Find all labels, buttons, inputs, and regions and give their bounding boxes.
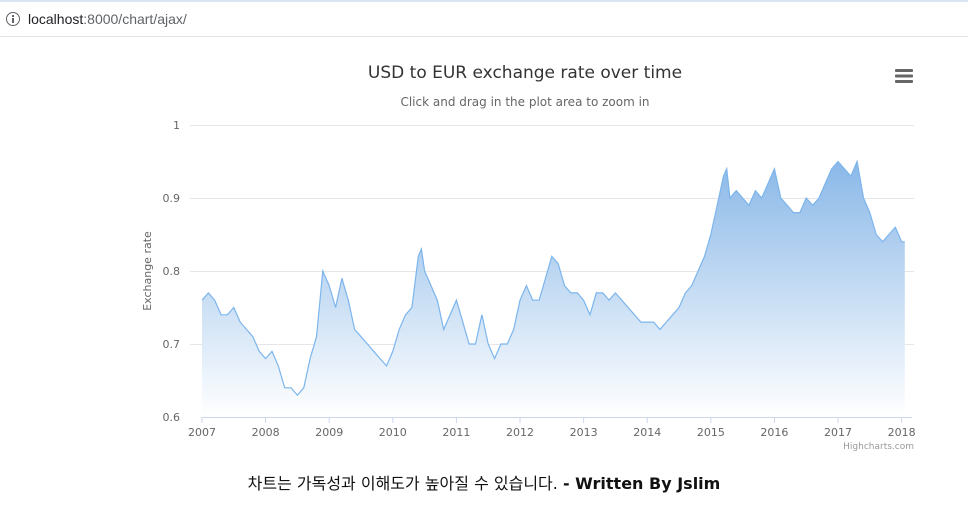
x-tick-label: 2012 <box>506 426 534 439</box>
caption-author: - Written By Jslim <box>562 474 721 493</box>
x-tick-label: 2010 <box>379 426 407 439</box>
x-tick-label: 2011 <box>442 426 470 439</box>
x-tick-label: 2008 <box>252 426 280 439</box>
x-axis-ticks: 2007 2008 2009 2010 2011 2012 2013 2014 2015 2016… <box>188 417 916 439</box>
y-tick-label: 0.8 <box>163 265 181 278</box>
series-area <box>202 161 905 417</box>
y-tick-label: 0.7 <box>163 338 181 351</box>
chart-title: USD to EUR exchange rate over time <box>368 63 682 83</box>
y-axis-label: Exchange rate <box>141 231 154 311</box>
exchange-rate-chart[interactable]: USD to EUR exchange rate over time Click… <box>0 37 968 465</box>
chart-caption: 차트는 가독성과 이해도가 높아질 수 있습니다. - Written By J… <box>0 470 968 494</box>
x-tick-label: 2018 <box>888 426 916 439</box>
caption-text: 차트는 가독성과 이해도가 높아질 수 있습니다. <box>247 474 563 493</box>
chart-subtitle: Click and drag in the plot area to zoom … <box>400 95 649 109</box>
x-tick-label: 2014 <box>633 426 661 439</box>
info-icon[interactable] <box>6 12 20 26</box>
credits-link[interactable]: Highcharts.com <box>843 442 914 452</box>
y-tick-label: 0.6 <box>163 411 181 424</box>
y-tick-label: 1 <box>173 119 180 132</box>
url-path: :8000/chart/ajax/ <box>83 11 187 27</box>
browser-top-line <box>0 0 968 2</box>
x-tick-label: 2015 <box>697 426 725 439</box>
url-text[interactable]: localhost:8000/chart/ajax/ <box>28 11 187 27</box>
url-host: localhost <box>28 11 84 27</box>
address-bar[interactable]: localhost:8000/chart/ajax/ <box>0 2 968 37</box>
x-tick-label: 2017 <box>824 426 852 439</box>
x-tick-label: 2007 <box>188 426 216 439</box>
y-tick-label: 0.9 <box>163 192 181 205</box>
x-tick-label: 2016 <box>760 426 788 439</box>
x-tick-label: 2013 <box>570 426 598 439</box>
y-axis-ticks: 0.6 0.7 0.8 0.9 1 <box>163 119 181 424</box>
hamburger-menu-icon[interactable] <box>895 69 913 83</box>
series-line[interactable] <box>201 159 905 397</box>
x-tick-label: 2009 <box>315 426 343 439</box>
